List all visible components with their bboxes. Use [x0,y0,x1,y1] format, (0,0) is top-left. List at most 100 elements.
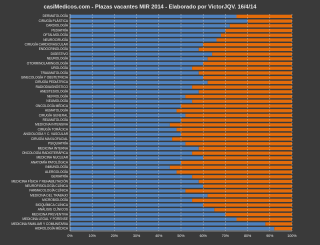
y-tick-label: CIRUGÍA CARDIOVASCULAR [25,43,69,47]
bar-segment [185,142,292,146]
bar-segment [70,160,181,165]
bar-segment [70,38,217,42]
y-tick-label: NEUROFISIOLOGÍA CLÍNICA [25,184,69,188]
bar-segment [70,61,204,66]
bar-segment [203,203,292,207]
bar-segment [176,127,292,132]
y-tick-label: MEDICINA FÍSICA Y REHABILITACIÓN [11,178,68,183]
bar-segment [225,28,292,33]
x-tick-label: 30% [133,234,141,238]
y-tick-label: CIRUGÍA PLÁSTICA [39,19,69,23]
bar-segment [176,170,292,174]
y-tick-label: MEDICINA LEGAL Y FORENSE [22,217,68,221]
x-tick-label: 50% [177,234,185,238]
bar-segment [214,208,292,212]
y-tick-label: ANÁLISIS CLÍNICOS [38,208,68,212]
bar-segment [198,146,292,151]
x-tick-label: 90% [266,234,274,238]
bar-segment [70,137,173,141]
bar-segment [70,123,170,127]
bar-segment [236,217,292,221]
bar-segment [192,151,292,155]
y-tick-label: CIRUGÍA PEDIÁTRICA [35,80,69,84]
y-tick-label: UROLOGÍA [51,66,69,70]
bar-segment [70,99,193,103]
y-tick-label: ALERGOLOGÍA [45,170,69,174]
y-tick-label: INMUNOLOGÍA [45,165,69,169]
chart-title: casiMedicos.com - Plazas vacantes MIR 20… [44,4,258,10]
bar-segment [192,99,292,103]
y-tick-label: GINECOLOGÍA Y OBSTETRICIA [21,76,69,80]
bar-segment [192,66,292,70]
bar-segment [70,80,208,85]
y-tick-label: OFTALMOLOGÍA [43,33,69,37]
bar-segment [181,104,292,108]
x-tick-label: 10% [89,234,97,238]
y-tick-label: ONCOLOGÍA RADIOTERÁPICA [22,151,69,155]
bar-segment [70,118,181,122]
y-tick-label: MEDICINA DEL TRABAJO [30,193,68,197]
y-tick-label: CIRUGÍA TORÁCICA [38,127,69,131]
bar-segment [70,71,199,75]
y-tick-label: DERMATOLOGÍA [43,14,69,18]
bar-segment [70,203,204,207]
bar-segment [225,212,292,217]
bar-segment [70,90,199,94]
y-tick-label: HIDROLOGÍA MÉDICA [35,225,69,230]
y-tick-label: DIGESTIVO [51,52,69,56]
bar-segment [70,217,237,221]
y-tick-label: REUMATOLOGÍA [43,118,69,122]
y-tick-label: ANATOMÍA PATOLÓGICA [31,159,69,164]
bar-segment [70,52,213,56]
bar-segment [70,66,193,70]
y-tick-label: NEUMOLOGÍA [46,99,68,103]
y-tick-label: ANESTESIOLOGÍA [40,90,69,94]
bar-segment [70,189,186,193]
bar-segment [70,33,221,37]
x-tick-label: 40% [155,234,163,238]
bar-segment [70,113,186,118]
bar-segment [172,137,292,141]
bar-segment [274,226,292,231]
y-tick-label: MEDICINA INTERNA [38,146,69,150]
bar-segment [70,142,186,146]
bar-segment [70,57,208,61]
bar-segment [70,146,199,151]
y-tick-label: MICROBIOLOGÍA [42,198,69,202]
bar-segment [220,33,292,37]
y-tick-label: NEFROLOGÍA [47,94,69,98]
bar-segment [70,24,230,28]
bar-segment [70,151,193,155]
bar-segment [70,28,226,33]
y-tick-label: MEDICINA NUCLEAR [36,156,68,160]
y-tick-label: FARMACOLOGÍA CLÍNICA [29,189,69,193]
bar-segment [70,179,199,184]
y-tick-label: MEDICINA FAMILIAR Y COMUNITARIA [11,222,69,226]
bar-segment [207,57,292,61]
x-tick-label: 0% [67,234,73,238]
bar-segment [181,160,292,165]
chart: casiMedicos.com - Plazas vacantes MIR 20… [11,4,298,238]
bar-segment [181,118,292,122]
x-tick-label: 60% [200,234,208,238]
y-tick-label: CIRUGÍA GENERAL [39,113,68,117]
bar-segment [216,38,292,42]
bar-segment [203,61,292,66]
bar-segment [70,94,186,99]
bar-segment [70,104,181,108]
bar-segment [70,208,215,212]
y-tick-label: NEUROCIRUGÍA [43,38,69,42]
bar-segment [70,109,177,113]
bar-segment [198,90,292,94]
bar-segment [212,52,292,56]
x-tick-label: 20% [111,234,119,238]
y-tick-label: HEMATOLOGÍA [45,109,69,113]
bar-segment [203,156,292,160]
bar-segment [70,193,208,198]
bar-segment [198,47,292,52]
x-tick-label: 70% [222,234,230,238]
y-tick-label: PEDIATRÍA [51,28,68,32]
bar-segment [207,80,292,85]
y-tick-label: CIRUGÍA MAXILOFACIAL [31,137,68,141]
bar-segment [185,113,292,118]
